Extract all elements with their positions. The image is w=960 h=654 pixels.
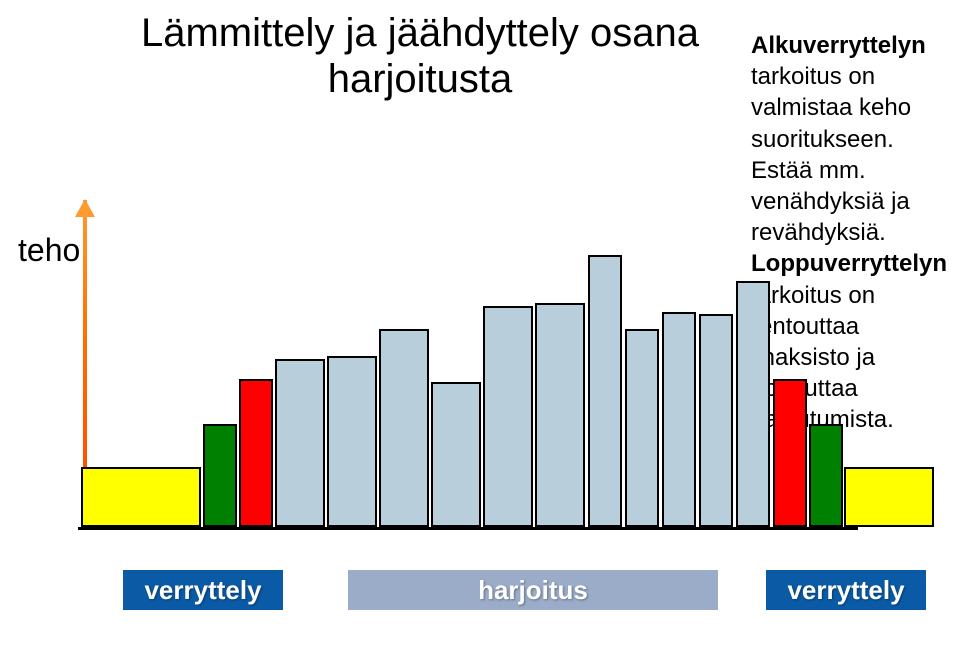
bar [662, 312, 696, 527]
bar [483, 306, 533, 527]
bar [275, 359, 325, 527]
bar [844, 467, 934, 527]
phase-label: harjoitus [348, 570, 718, 610]
bar [699, 314, 733, 527]
bar [81, 467, 201, 527]
slide-title: Lämmittely ja jäähdyttely osana harjoitu… [90, 10, 750, 102]
bar [625, 329, 659, 527]
bar [239, 379, 273, 527]
arrow-head-icon [75, 199, 95, 217]
bar [773, 379, 807, 527]
bar [379, 329, 429, 527]
bar-chart [78, 160, 858, 530]
bar [431, 382, 481, 527]
phase-label: verryttely [123, 570, 283, 610]
bar [809, 424, 843, 527]
chart-baseline [78, 527, 858, 530]
bar [588, 255, 622, 527]
slide: Lämmittely ja jäähdyttely osana harjoitu… [0, 0, 960, 654]
bar [535, 303, 585, 527]
phase-label: verryttely [766, 570, 926, 610]
axis-label-teho: teho [18, 232, 80, 269]
phase-labels: verryttelyharjoitusverryttely [78, 570, 858, 620]
bar [736, 281, 770, 527]
bar [327, 356, 377, 527]
bar [203, 424, 237, 527]
annotation-alku-bold: Alkuverryttelyn [751, 32, 926, 59]
